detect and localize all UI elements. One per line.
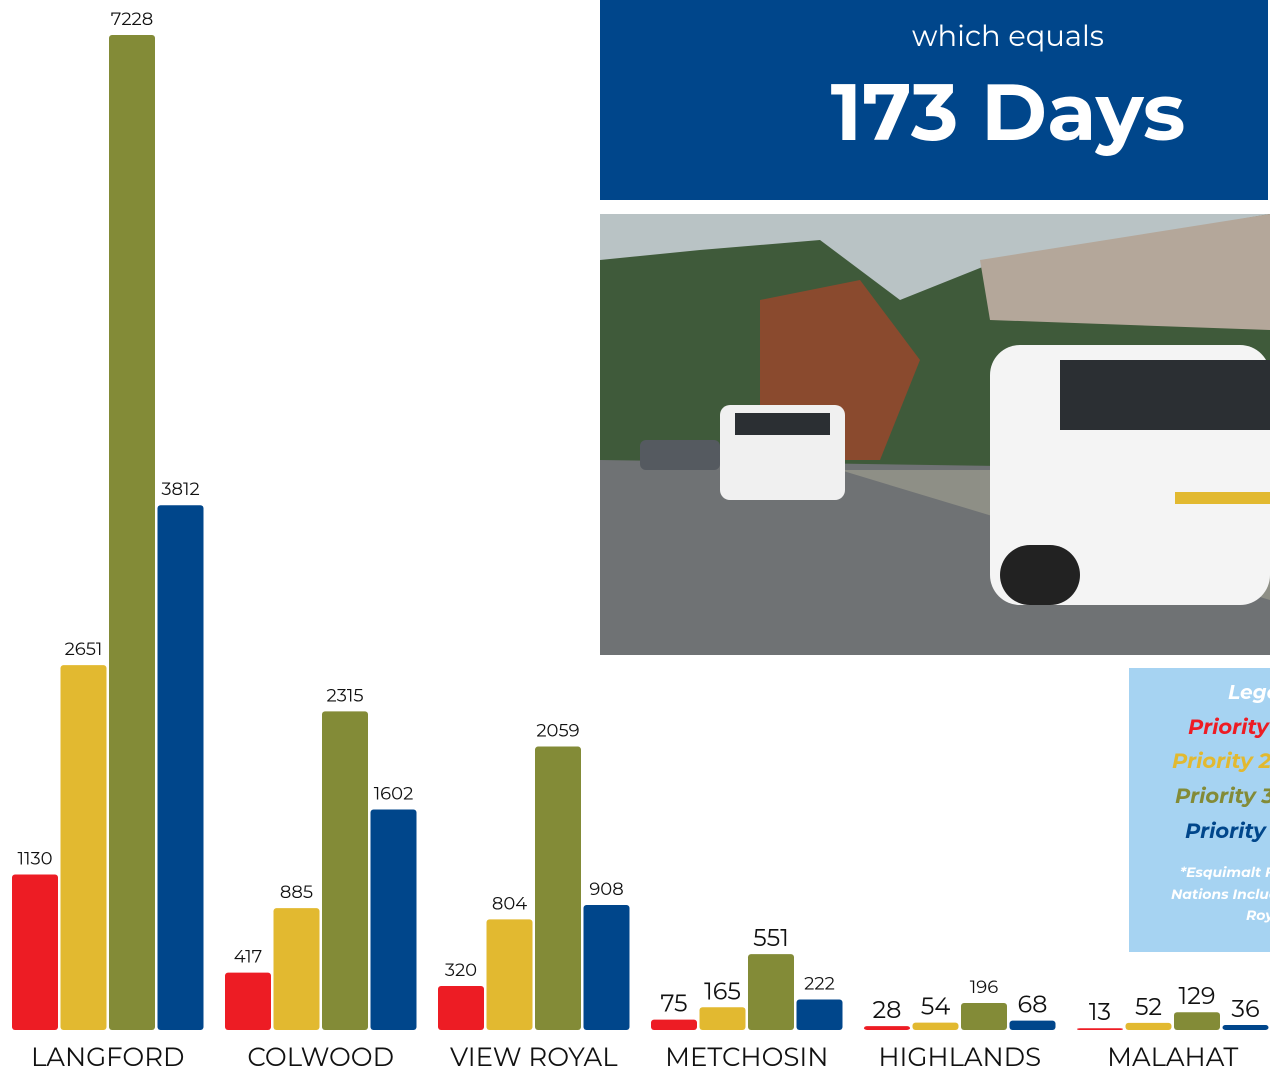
- banner: [600, 0, 1268, 200]
- bar: [1125, 1022, 1172, 1030]
- bar: [157, 505, 204, 1030]
- bar: [1009, 1020, 1056, 1030]
- value-label: 52: [1135, 993, 1162, 1022]
- bar: [12, 874, 58, 1030]
- value-label: 3812: [161, 478, 199, 500]
- bar: [961, 1003, 1007, 1030]
- bar: [486, 919, 533, 1030]
- value-label: 75: [660, 990, 687, 1019]
- value-label: 196: [970, 976, 998, 998]
- bar: [583, 905, 630, 1030]
- banner-line: which equals: [912, 19, 1104, 54]
- value-label: 13: [1089, 998, 1111, 1027]
- value-label: 7228: [111, 8, 154, 30]
- bar: [322, 711, 368, 1030]
- legend-note: Nations Included in View: [1171, 885, 1270, 903]
- legend-box: [1129, 668, 1270, 952]
- value-label: 165: [704, 977, 741, 1006]
- legend-note: *Esquimalt First: [1180, 863, 1270, 881]
- value-label: 68: [1018, 991, 1048, 1020]
- legend-entry: Priority 4: [1185, 819, 1270, 844]
- value-label: 2651: [65, 638, 103, 660]
- value-label: 1130: [17, 847, 52, 869]
- x-tick-label: LANGFORD: [31, 1041, 185, 1070]
- x-tick-label: COLWOOD: [247, 1041, 394, 1070]
- banner-headline: 173 Days: [831, 64, 1186, 161]
- value-label: 417: [234, 946, 263, 968]
- bar: [912, 1022, 959, 1030]
- photo: [600, 214, 1270, 655]
- value-label: 36: [1231, 995, 1259, 1024]
- value-label: 885: [280, 881, 313, 903]
- x-tick-label: METCHOSIN: [665, 1041, 828, 1070]
- value-label: 54: [921, 993, 951, 1022]
- bar: [109, 35, 155, 1030]
- legend-entry: Priority 3: [1175, 784, 1270, 809]
- value-label: 2059: [536, 720, 579, 742]
- legend-entry: Priority 1: [1188, 715, 1270, 740]
- legend-title: Legend: [1228, 681, 1270, 705]
- bar: [864, 1026, 910, 1030]
- bar: [370, 809, 417, 1030]
- bar: [796, 999, 843, 1030]
- bar: [699, 1007, 746, 1030]
- value-label: 129: [1179, 982, 1216, 1011]
- value-label: 2315: [326, 684, 363, 706]
- bar: [225, 972, 271, 1030]
- bar: [1222, 1025, 1269, 1030]
- value-label: 28: [873, 996, 902, 1025]
- legend-note: Royal: [1246, 906, 1270, 924]
- value-label: 222: [804, 972, 835, 994]
- x-tick-label: VIEW ROYAL: [450, 1041, 618, 1070]
- x-tick-label: MALAHAT: [1107, 1041, 1238, 1070]
- value-label: 1602: [374, 782, 414, 804]
- bar: [535, 746, 581, 1030]
- bar: [438, 985, 484, 1030]
- bar: [1077, 1028, 1123, 1030]
- value-label: 551: [753, 924, 789, 953]
- x-tick-label: HIGHLANDS: [878, 1041, 1041, 1070]
- value-label: 908: [589, 878, 623, 900]
- legend-entry: Priority 2: [1172, 749, 1270, 774]
- value-label: 320: [445, 959, 477, 981]
- bar: [651, 1019, 697, 1030]
- value-label: 804: [492, 892, 527, 914]
- bar: [1174, 1012, 1220, 1030]
- bar: [273, 908, 320, 1030]
- bar: [748, 954, 794, 1030]
- bar: [60, 665, 107, 1030]
